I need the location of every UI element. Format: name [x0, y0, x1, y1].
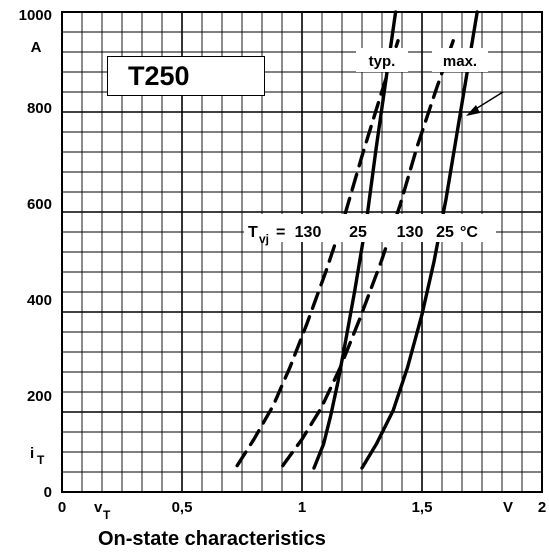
chart-title: T250 — [128, 61, 190, 91]
x-tick-label: 1 — [298, 499, 306, 516]
y-tick-label: 200 — [27, 388, 52, 405]
group-label-typ: typ. — [369, 53, 396, 70]
y-ticks: 0 200 400 600 800 1000 — [19, 7, 52, 501]
series-label-max-25: 25 — [436, 224, 454, 241]
y-axis-label: i — [30, 445, 34, 462]
pointer-arrowhead — [466, 105, 480, 116]
x-ticks: 0 0,5 1 1,5 2 — [58, 499, 546, 516]
y-axis-label-sub: T — [37, 453, 45, 467]
x-axis-label-sub: T — [103, 508, 111, 522]
y-tick-label: 800 — [27, 100, 52, 117]
title-box — [107, 56, 265, 96]
x-tick-label: 2 — [538, 499, 546, 516]
series-label-prefix-sub: vj — [259, 232, 269, 246]
series-line-max-25 — [360, 10, 479, 470]
series-label-typ-130: 130 — [295, 224, 322, 241]
series-label-max-130: 130 — [397, 224, 424, 241]
series-line-typ-130 — [235, 39, 400, 468]
series-label-eq: = — [276, 224, 285, 241]
plot-frame — [61, 11, 543, 493]
x-tick-label: 0 — [58, 499, 66, 516]
y-tick-label: 1000 — [19, 7, 52, 24]
series-label-prefix: T — [248, 224, 258, 241]
group-label-max: max. — [443, 53, 477, 70]
y-tick-label: 600 — [27, 196, 52, 213]
pointer-line — [473, 91, 504, 111]
series-label-unit: °C — [460, 224, 478, 241]
series-label-typ-25: 25 — [349, 224, 367, 241]
max-label-bg — [432, 48, 488, 72]
spacer — [66, 495, 67, 496]
series-line-max-130 — [281, 39, 455, 468]
x-axis-label: v — [94, 499, 103, 516]
y-tick-label: 400 — [27, 292, 52, 309]
x-tick-label: 0,5 — [172, 499, 193, 516]
series-label-bg — [244, 214, 496, 242]
x-tick-label: 1,5 — [412, 499, 433, 516]
y-tick-label: 0 — [44, 484, 52, 501]
typ-label-bg — [356, 48, 408, 72]
series-layer — [235, 10, 479, 470]
series-line-typ-25 — [312, 10, 398, 470]
x-unit-label: V — [503, 499, 513, 516]
y-unit-label: A — [31, 39, 42, 56]
chart-caption: On-state characteristics — [98, 528, 326, 550]
